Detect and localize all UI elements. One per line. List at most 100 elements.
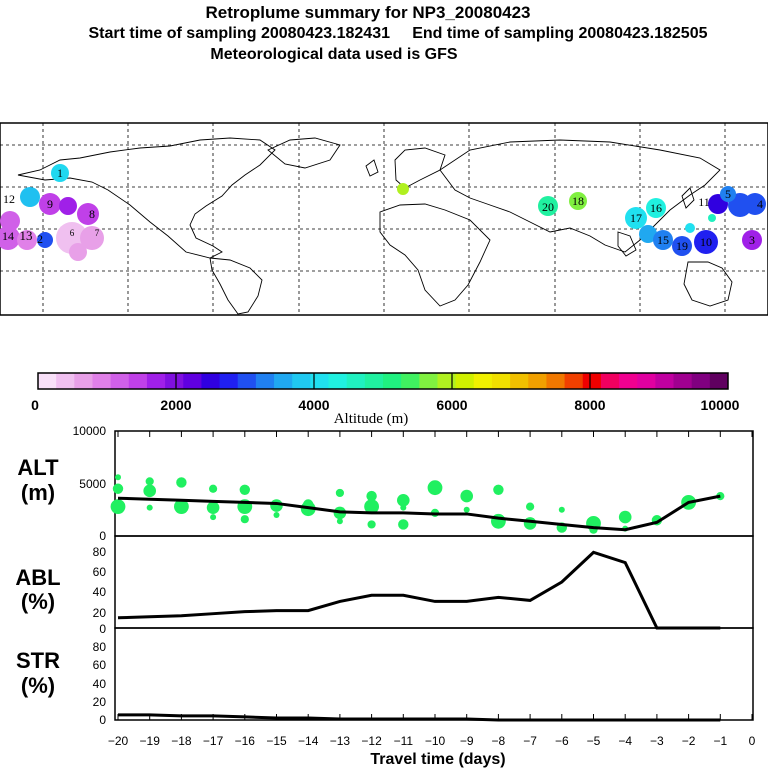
cluster-label: 2 (37, 232, 43, 246)
cluster-marker (51, 164, 69, 182)
colorbar-swatch (219, 373, 239, 389)
colorbar-swatch (419, 373, 438, 389)
x-ticks (117, 431, 753, 720)
cluster-marker (37, 232, 53, 248)
cluster-label: 13 (20, 228, 33, 243)
colorbar-swatch (237, 373, 257, 389)
cluster-marker (646, 198, 666, 218)
colorbar-swatch (437, 373, 457, 389)
colorbar-swatch (619, 373, 638, 389)
cluster-label: 4 (757, 197, 763, 211)
alt-scatter-point (526, 502, 535, 511)
cluster-label: 10 (700, 235, 712, 249)
alt-scatter-point (427, 480, 443, 496)
colorbar-swatch (383, 373, 402, 389)
alt-scatter-point (397, 494, 410, 507)
abl-ytick: 20 (93, 606, 107, 620)
cluster-marker (77, 203, 99, 225)
cluster-label: 12 (3, 192, 15, 206)
cluster-marker (720, 186, 736, 202)
cluster-label: 18 (572, 194, 584, 208)
alt-scatter-point (460, 489, 474, 503)
x-tick-label: −5 (587, 734, 601, 748)
alt-panel: ALT (m) 10000 5000 0 (17, 424, 725, 543)
cluster-marker (672, 236, 692, 256)
colorbar-swatch (673, 373, 693, 389)
x-tick-label: −14 (298, 734, 319, 748)
str-line (118, 713, 721, 722)
cluster-marker (569, 192, 587, 210)
str-ytick: 60 (93, 658, 107, 672)
colorbar-tick: 10000 (701, 397, 740, 413)
alt-scatter-point (463, 506, 470, 513)
cluster-marker (59, 197, 77, 215)
abl-ytick: 80 (93, 545, 107, 559)
cluster-marker (639, 225, 657, 243)
colorbar-swatch (292, 373, 311, 389)
colorbar-swatch (691, 373, 711, 389)
colorbar-swatch (655, 373, 675, 389)
cluster-label: 15 (657, 233, 669, 247)
alt-scatter-point (240, 515, 249, 524)
alt-ytick: 5000 (79, 477, 106, 491)
str-unit: (%) (21, 673, 55, 698)
colorbar-swatch (582, 373, 602, 389)
cluster-label: 11 (698, 195, 710, 209)
abl-line (117, 550, 721, 630)
alt-scatter-point (110, 499, 126, 514)
page-title: Retroplume summary for NP3_20080423 (205, 3, 531, 22)
cluster-marker (0, 211, 20, 231)
alt-scatter-point (367, 520, 376, 529)
abl-ytick: 0 (99, 622, 106, 636)
alt-scatter-point (145, 477, 154, 486)
colorbar-swatch (128, 373, 148, 389)
alt-scatter-point (366, 490, 377, 502)
cluster-marker (744, 193, 766, 215)
alt-ytick: 10000 (73, 424, 107, 438)
alt-scatter-point (400, 504, 407, 511)
x-tick-label: −19 (140, 734, 161, 748)
colorbar-swatch (310, 373, 330, 389)
x-tick-label: −16 (235, 734, 256, 748)
colorbar-swatch (255, 373, 275, 389)
colorbar-swatch (92, 373, 112, 389)
cluster-marker (742, 230, 762, 250)
cluster-marker (0, 226, 20, 250)
alt-line (117, 494, 721, 532)
alt-scatter-point (146, 504, 153, 511)
cluster-marker (397, 183, 409, 195)
cluster-labels: 1 12 13 9 8 14 2 6 7 20 18 17 16 15 11 1… (2, 166, 763, 253)
cluster-label: 17 (630, 211, 642, 225)
met-data-label: Meteorological data used is GFS (210, 46, 458, 63)
cluster-label: 5 (725, 187, 731, 201)
x-tick-label: −11 (394, 734, 414, 748)
cluster-label: 6 (70, 228, 75, 238)
alt-ytick: 0 (99, 529, 106, 543)
cluster-marker (694, 230, 718, 254)
colorbar-tick: 4000 (298, 397, 329, 413)
cluster-marker (625, 207, 647, 229)
colorbar-tick: 6000 (436, 397, 467, 413)
cluster-marker (69, 243, 87, 261)
str-panel: STR (%) 80 60 40 20 0 (16, 640, 721, 727)
colorbar-swatch (346, 373, 366, 389)
cluster-marker (538, 196, 558, 216)
colorbar-swatch (38, 373, 57, 389)
colorbar-swatch (401, 373, 420, 389)
str-ytick: 0 (99, 713, 106, 727)
x-tick-label: −13 (330, 734, 351, 748)
colorbar-swatch (364, 373, 384, 389)
alt-scatter-point (493, 484, 504, 495)
colorbar-swatch (165, 373, 184, 389)
colorbar-swatch (564, 373, 584, 389)
abl-unit: (%) (21, 589, 55, 614)
cluster-marker (39, 193, 61, 215)
x-tick-label: −1 (713, 734, 727, 748)
alt-scatter-point (716, 492, 725, 501)
x-tick-label: −7 (523, 734, 537, 748)
str-ytick: 20 (93, 695, 107, 709)
cluster-label: 3 (749, 233, 755, 247)
colorbar-tick: 2000 (160, 397, 191, 413)
sampling-times: Start time of sampling 20080423.182431 E… (14, 25, 768, 43)
